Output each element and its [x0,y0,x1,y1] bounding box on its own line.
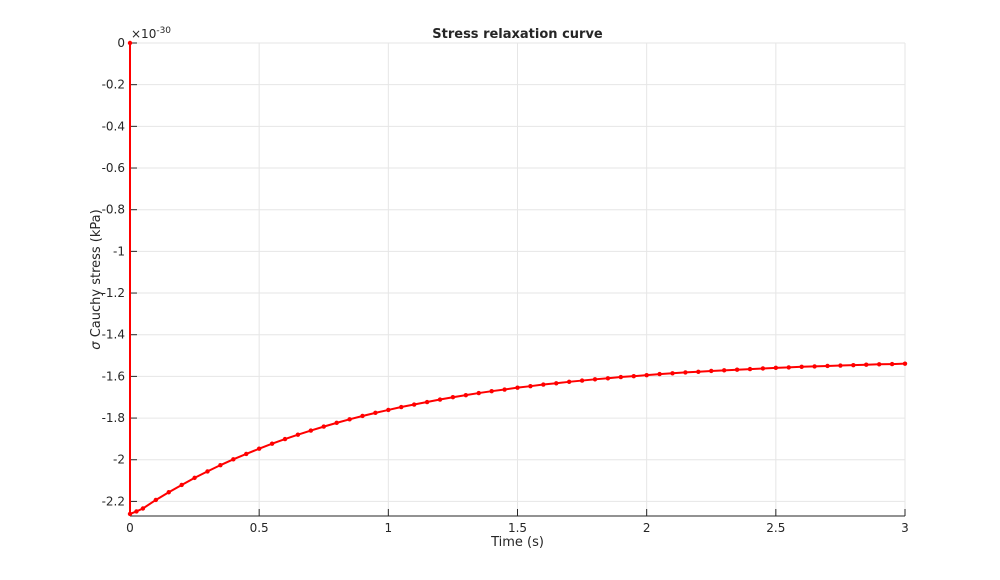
y-tick-label: 0 [117,36,125,50]
data-point [554,381,559,386]
data-point [140,506,146,511]
data-point [399,404,404,410]
y-tick-label: -1.6 [102,369,125,383]
data-point [489,388,494,394]
data-point [308,428,314,433]
y-tick-label: -1 [113,244,125,258]
data-point [386,407,391,413]
data-point [502,387,507,392]
data-point [864,362,869,367]
data-point [734,367,740,372]
data-point [618,374,624,380]
data-point [127,40,133,46]
plot-area: 0 0.5 1 1.5 2 2.5 3 0 -0.2 -0.4 -0.6 -0.8 -1 -1.2 -1.4… [102,36,909,535]
data-point [463,392,469,398]
data-point [657,371,662,377]
y-tick-label: -1.4 [102,328,125,342]
data-series [127,40,908,517]
data-point [269,441,275,446]
data-point [373,410,378,416]
data-point [696,369,701,375]
y-tick-label: -0.8 [102,203,125,217]
data-point [541,382,546,387]
data-point [321,424,326,429]
y-tick-label: -0.6 [102,161,125,175]
data-point [812,364,817,369]
data-point [902,361,908,366]
data-point [153,497,159,503]
y-axis-exponent: ×10-30 [131,26,171,41]
y-tick-label: -0.4 [102,119,125,133]
data-point [683,370,688,375]
x-tick-label: 1 [385,521,393,535]
data-point [760,366,766,371]
x-tick-label: 3 [901,521,909,535]
y-exponent-power: -30 [156,26,171,36]
y-tick-label: -1.8 [102,411,125,425]
data-point [799,364,804,370]
data-point [450,395,456,400]
data-point [192,475,197,481]
data-point [205,469,210,474]
data-point [579,378,585,383]
data-point [644,372,649,378]
data-point [566,379,572,385]
data-point [889,361,895,367]
data-point [670,371,675,376]
data-point [256,446,262,451]
data-point [747,366,753,372]
data-point [515,385,520,390]
data-point [721,368,727,373]
data-point [282,436,288,442]
data-point [437,397,443,402]
y-tick-label: -0.2 [102,78,125,92]
data-point [334,420,339,426]
data-point [825,363,830,369]
data-point [134,509,139,514]
data-point [476,390,481,396]
data-point [360,413,365,419]
y-axis-label-symbol: σ [89,341,104,350]
y-tick-label: -2.2 [102,494,125,508]
grid-lines [129,42,906,516]
x-tick-label: 1.5 [508,521,527,535]
y-exponent-base: ×10 [131,27,156,41]
y-axis-label: σ Cauchy stress (kPa) [89,209,104,349]
data-point [605,376,611,381]
data-point [295,432,301,437]
data-point [786,365,791,370]
data-point [631,373,636,379]
data-point [347,417,352,422]
data-point [773,365,779,371]
data-point [709,368,714,374]
data-point [166,490,171,495]
y-tick-label: -1.2 [102,286,125,300]
y-axis-label-units: Cauchy stress (kPa) [89,209,104,337]
data-point [851,362,856,368]
data-point [528,383,533,389]
data-point [218,462,223,468]
chart-title: Stress relaxation curve [432,27,603,42]
data-point [179,482,184,488]
axis-ticks: 0 0.5 1 1.5 2 2.5 3 0 -0.2 -0.4 -0.6 -0.8 -1 -1.2 -1.4… [102,36,909,535]
x-tick-label: 2.5 [766,521,785,535]
data-point [876,362,882,367]
data-point [411,402,417,407]
data-point [231,457,236,462]
data-point [244,451,249,457]
x-tick-label: 2 [643,521,651,535]
data-point [838,363,843,368]
data-point [592,377,598,382]
y-tick-label: -2 [113,453,125,467]
data-point [127,511,133,517]
x-tick-label: 0 [126,521,134,535]
x-tick-label: 0.5 [250,521,269,535]
data-point [424,399,430,405]
x-axis-label: Time (s) [490,535,544,550]
